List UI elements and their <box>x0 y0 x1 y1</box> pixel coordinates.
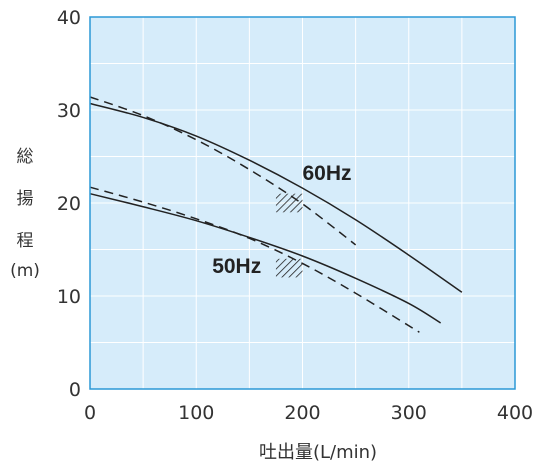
x-tick-label: 0 <box>84 402 96 424</box>
curve-label-50Hz: 50Hz <box>212 255 261 278</box>
series-line-50Hz-dashed <box>89 186 420 333</box>
y-tick-label: 30 <box>57 100 81 122</box>
x-tick-label: 100 <box>178 402 214 424</box>
annotations: 60Hz 50Hz <box>212 162 351 278</box>
series-line-60Hz-dashed <box>89 96 357 246</box>
operating-zone-50Hz <box>275 258 303 278</box>
y-tick-label: 0 <box>69 379 81 401</box>
y-tick-label: 10 <box>57 286 81 308</box>
y-tick-label: 20 <box>57 193 81 215</box>
series-line-50Hz-solid <box>89 192 442 324</box>
curve-label-60Hz: 60Hz <box>303 162 352 185</box>
series-lines <box>89 96 463 333</box>
y-axis-label: 総揚程 (m) <box>10 147 40 281</box>
y-axis-label-char: 揚 <box>17 189 34 209</box>
y-axis-label-char: (m) <box>10 261 40 281</box>
y-tick-label: 40 <box>57 7 81 29</box>
plot-frame <box>89 16 516 390</box>
y-axis-label-char: 総 <box>17 147 34 167</box>
x-tick-label: 300 <box>391 402 427 424</box>
y-ticks: 0 10 20 30 40 <box>57 7 81 401</box>
operating-zone-60Hz <box>275 193 303 213</box>
x-axis-label: 吐出量(L/min) <box>259 442 377 463</box>
y-axis-label-char: 程 <box>17 231 34 251</box>
x-tick-label: 400 <box>497 402 533 424</box>
operating-zones <box>275 193 303 278</box>
series-line-60Hz-solid <box>89 102 463 293</box>
x-ticks: 0 100 200 300 400 <box>84 402 533 424</box>
x-tick-label: 200 <box>284 402 320 424</box>
